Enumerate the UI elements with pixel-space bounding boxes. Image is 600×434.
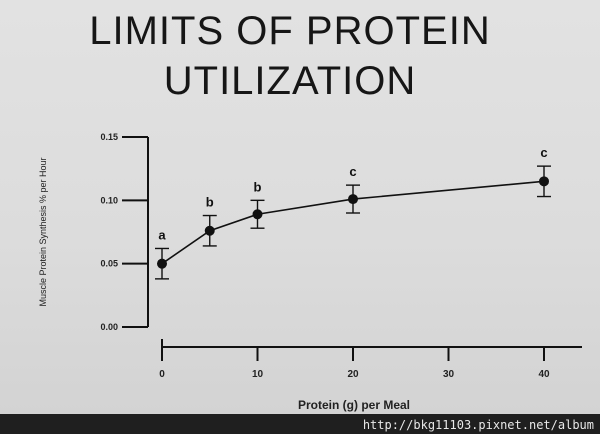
slide-title-line-2: UTILIZATION: [163, 59, 417, 103]
x-tick-label: 30: [443, 369, 455, 380]
x-tick-label: 20: [347, 369, 359, 380]
series-layer: a b b c c: [155, 145, 551, 280]
watermark-bar: [0, 414, 600, 434]
data-point: [157, 258, 167, 269]
significance-label: a: [158, 227, 166, 242]
significance-label: b: [206, 195, 214, 210]
watermark-text: http://bkg11103.pixnet.net/album: [362, 418, 594, 432]
significance-label: c: [540, 145, 547, 160]
data-point: [348, 194, 358, 205]
significance-label: b: [254, 179, 262, 194]
slide-title: LIMITS OF PROTEIN UTILIZATION: [20, 6, 560, 106]
x-tick-label: 0: [159, 369, 165, 380]
y-tick-label: 0.15: [100, 132, 118, 142]
data-point: [539, 176, 549, 187]
significance-label: c: [349, 164, 356, 179]
x-tick-label: 40: [538, 369, 550, 380]
x-axis-label: Protein (g) per Meal: [298, 398, 410, 412]
y-tick-label: 0.05: [100, 259, 118, 269]
y-axis-label: Muscle Protein Synthesis % per Hour: [38, 157, 48, 306]
data-point: [252, 209, 263, 220]
x-tick-label: 10: [252, 369, 264, 380]
y-tick-label: 0.00: [100, 322, 118, 332]
x-axis: 0 10 20 30 40: [159, 339, 582, 380]
y-tick-label: 0.10: [100, 195, 118, 205]
y-axis: 0.00 0.05 0.10 0.15: [100, 132, 149, 332]
data-point: [204, 225, 215, 236]
slide-title-line-1: LIMITS OF PROTEIN: [89, 9, 491, 53]
